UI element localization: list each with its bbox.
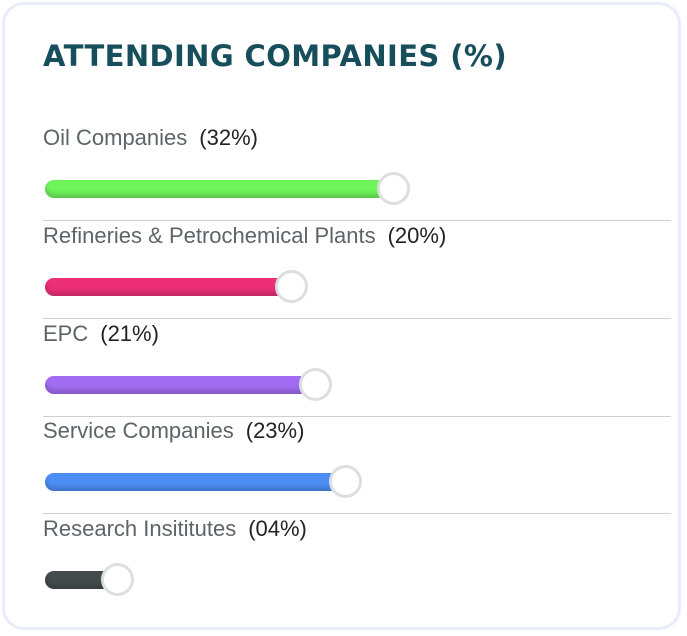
bar-value-label: (23%)	[245, 418, 305, 443]
bar-knob	[275, 270, 308, 303]
bar-knob	[329, 465, 362, 498]
bar-track	[45, 368, 645, 401]
bar-fill	[45, 376, 315, 394]
bar-row-oil-companies: Oil Companies (32%)	[43, 123, 671, 221]
bar-label: Oil Companies	[43, 125, 188, 150]
bar-value-label: (32%)	[199, 125, 258, 150]
chart-title: ATTENDING COMPANIES (%)	[43, 39, 507, 73]
bar-knob	[101, 563, 134, 596]
bar-fill	[45, 473, 345, 491]
bar-value-label: (04%)	[248, 516, 307, 541]
bar-label: Service Companies	[43, 418, 234, 443]
bar-label: EPC	[43, 321, 89, 346]
bar-label: Refineries & Petrochemical Plants	[43, 223, 376, 248]
bar-row-refineries: Refineries & Petrochemical Plants (20%)	[43, 221, 671, 319]
chart-card: ATTENDING COMPANIES (%) Oil Companies (32…	[2, 2, 681, 630]
bar-track	[45, 172, 645, 205]
bar-track	[45, 465, 645, 498]
bar-knob	[299, 368, 332, 401]
bar-track	[45, 563, 645, 596]
bar-fill	[45, 278, 291, 296]
bar-fill	[45, 180, 393, 198]
bar-knob	[377, 172, 410, 205]
bar-row-epc: EPC (21%)	[43, 319, 671, 417]
bar-value-label: (20%)	[387, 223, 447, 248]
bar-fill	[45, 571, 117, 589]
bar-value-label: (21%)	[100, 321, 159, 346]
bar-row-research-institutes: Research Insititutes (04%)	[43, 514, 671, 612]
bar-row-service-companies: Service Companies (23%)	[43, 416, 671, 514]
bar-label: Research Insititutes	[43, 516, 237, 541]
bar-track	[45, 270, 645, 303]
